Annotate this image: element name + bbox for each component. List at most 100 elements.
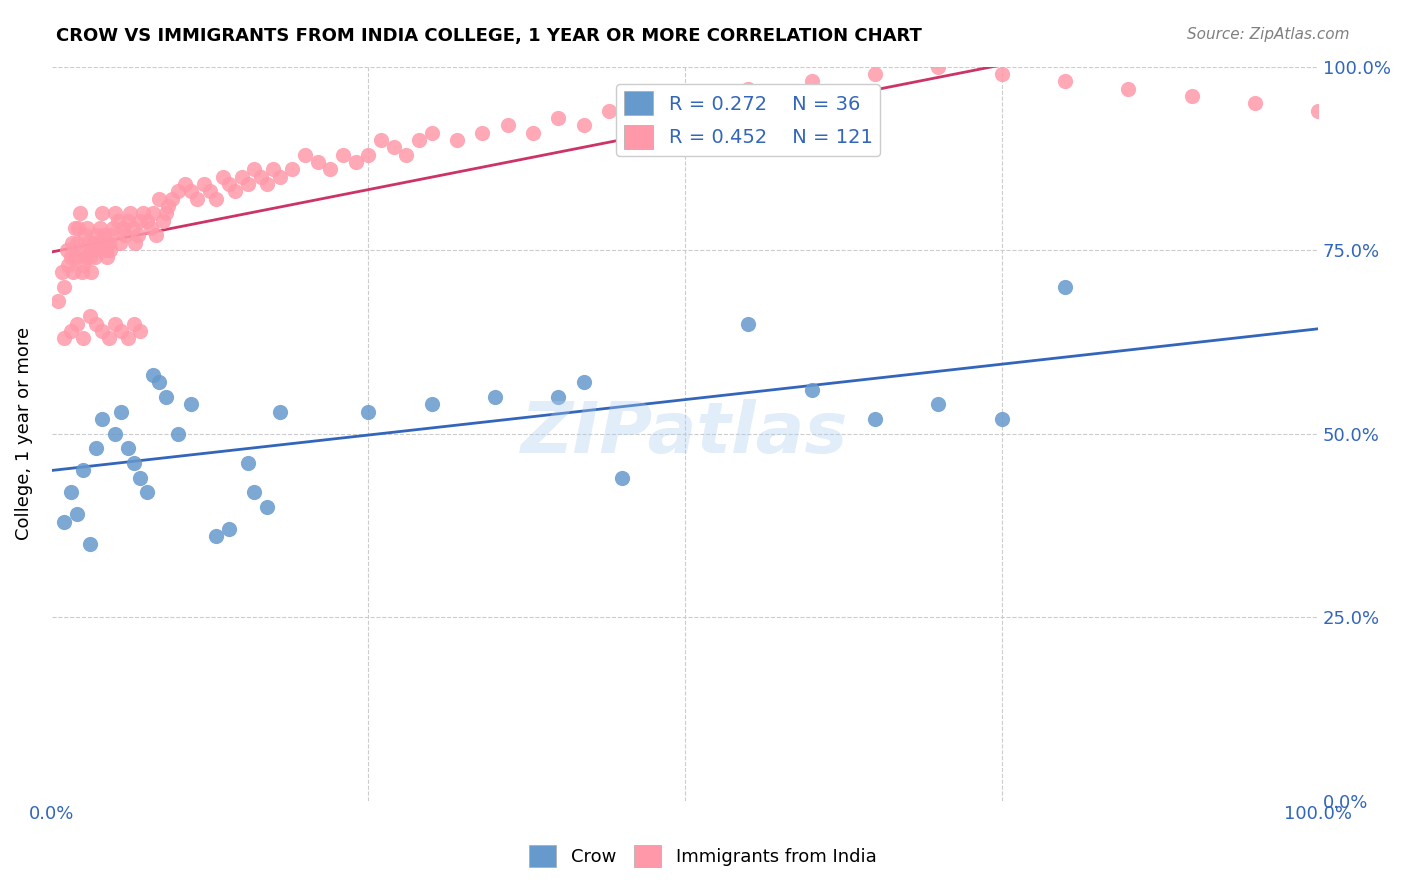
Point	[173, 177, 195, 191]
Point	[86, 243, 108, 257]
Point	[62, 265, 84, 279]
Point	[91, 206, 114, 220]
Point	[148, 192, 170, 206]
Point	[100, 228, 122, 243]
Point	[96, 243, 118, 257]
Point	[737, 317, 759, 331]
Point	[236, 177, 259, 191]
Point	[382, 140, 405, 154]
Point	[800, 74, 823, 88]
Point	[93, 228, 115, 243]
Point	[800, 383, 823, 397]
Point	[127, 228, 149, 243]
Point	[53, 331, 76, 345]
Point	[224, 185, 246, 199]
Point	[96, 251, 118, 265]
Point	[198, 185, 221, 199]
Point	[256, 500, 278, 514]
Point	[1243, 96, 1265, 111]
Point	[60, 235, 83, 250]
Point	[70, 243, 93, 257]
Point	[142, 206, 165, 220]
Point	[87, 235, 110, 250]
Point	[610, 470, 633, 484]
Point	[863, 412, 886, 426]
Point	[370, 133, 392, 147]
Point	[236, 456, 259, 470]
Point	[122, 317, 145, 331]
Point	[82, 243, 104, 257]
Point	[72, 463, 94, 477]
Point	[84, 317, 107, 331]
Point	[129, 213, 152, 227]
Point	[344, 155, 367, 169]
Point	[135, 485, 157, 500]
Point	[91, 412, 114, 426]
Point	[98, 243, 121, 257]
Point	[111, 221, 134, 235]
Point	[110, 404, 132, 418]
Point	[471, 126, 494, 140]
Point	[94, 235, 117, 250]
Point	[927, 60, 949, 74]
Point	[59, 485, 82, 500]
Point	[357, 147, 380, 161]
Point	[186, 192, 208, 206]
Point	[122, 456, 145, 470]
Point	[193, 177, 215, 191]
Point	[673, 89, 696, 103]
Point	[231, 169, 253, 184]
Point	[408, 133, 430, 147]
Point	[547, 390, 569, 404]
Point	[79, 251, 101, 265]
Point	[80, 265, 103, 279]
Point	[66, 235, 89, 250]
Point	[167, 185, 190, 199]
Point	[72, 331, 94, 345]
Point	[623, 111, 645, 125]
Point	[135, 213, 157, 227]
Point	[59, 324, 82, 338]
Point	[332, 147, 354, 161]
Point	[114, 228, 136, 243]
Point	[46, 294, 69, 309]
Point	[65, 251, 87, 265]
Point	[84, 442, 107, 456]
Point	[104, 206, 127, 220]
Point	[83, 235, 105, 250]
Point	[1180, 89, 1202, 103]
Point	[990, 67, 1012, 81]
Point	[243, 485, 266, 500]
Point	[117, 331, 139, 345]
Point	[243, 162, 266, 177]
Point	[63, 221, 86, 235]
Point	[281, 162, 304, 177]
Point	[572, 376, 595, 390]
Point	[160, 192, 183, 206]
Point	[148, 376, 170, 390]
Point	[91, 324, 114, 338]
Point	[129, 324, 152, 338]
Point	[73, 228, 96, 243]
Point	[66, 508, 89, 522]
Point	[547, 111, 569, 125]
Point	[307, 155, 329, 169]
Point	[1053, 74, 1076, 88]
Point	[66, 317, 89, 331]
Point	[249, 169, 271, 184]
Point	[117, 442, 139, 456]
Point	[155, 206, 177, 220]
Point	[1308, 103, 1330, 118]
Point	[395, 147, 418, 161]
Point	[737, 81, 759, 95]
Point	[53, 515, 76, 529]
Point	[124, 235, 146, 250]
Point	[77, 235, 100, 250]
Point	[572, 118, 595, 132]
Point	[990, 412, 1012, 426]
Point	[218, 522, 240, 536]
Point	[269, 169, 291, 184]
Point	[51, 265, 73, 279]
Point	[120, 206, 142, 220]
Point	[79, 537, 101, 551]
